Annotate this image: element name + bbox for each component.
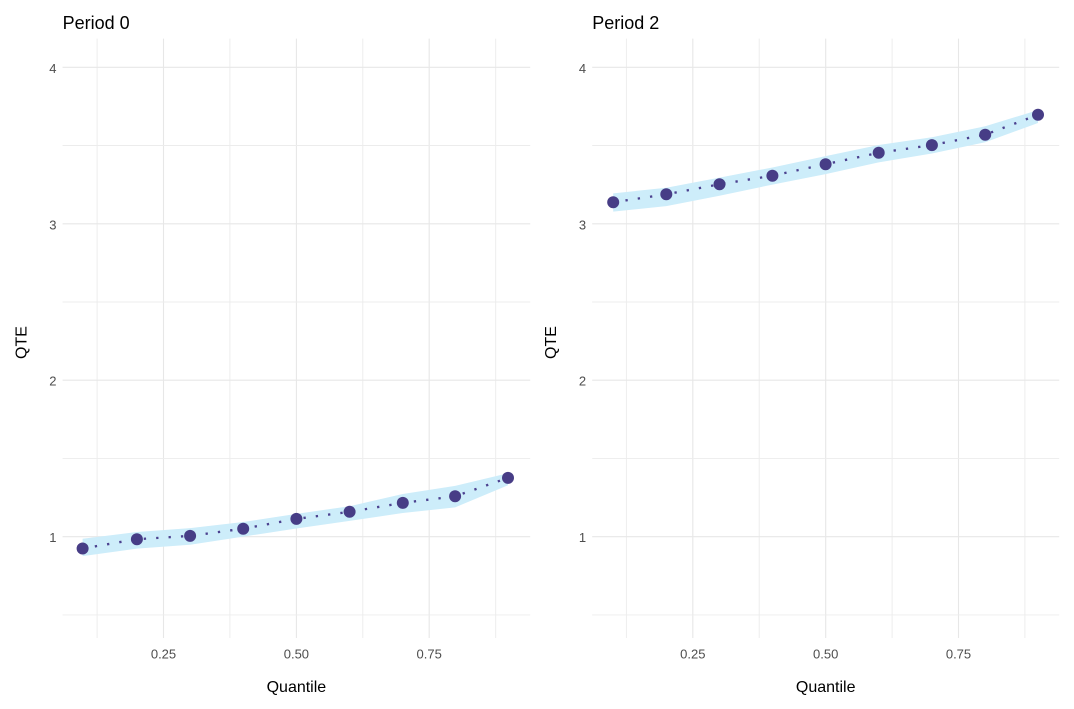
svg-text:0.75: 0.75 (946, 647, 971, 662)
svg-text:Quantile: Quantile (796, 679, 856, 696)
svg-text:3: 3 (579, 217, 586, 232)
svg-text:4: 4 (49, 61, 56, 76)
svg-text:0.25: 0.25 (151, 647, 176, 662)
svg-text:2: 2 (579, 374, 586, 389)
svg-text:0.50: 0.50 (284, 647, 309, 662)
svg-text:Quantile: Quantile (267, 679, 327, 696)
svg-text:QTE: QTE (14, 326, 31, 359)
svg-text:Period 2: Period 2 (592, 13, 659, 33)
svg-text:Period 0: Period 0 (63, 13, 130, 33)
svg-text:4: 4 (579, 61, 586, 76)
svg-text:1: 1 (49, 530, 56, 545)
svg-text:3: 3 (49, 217, 56, 232)
svg-text:0.25: 0.25 (680, 647, 705, 662)
svg-text:0.75: 0.75 (417, 647, 442, 662)
svg-text:0.50: 0.50 (813, 647, 838, 662)
svg-text:1: 1 (579, 530, 586, 545)
svg-text:QTE: QTE (543, 326, 560, 359)
svg-text:2: 2 (49, 374, 56, 389)
